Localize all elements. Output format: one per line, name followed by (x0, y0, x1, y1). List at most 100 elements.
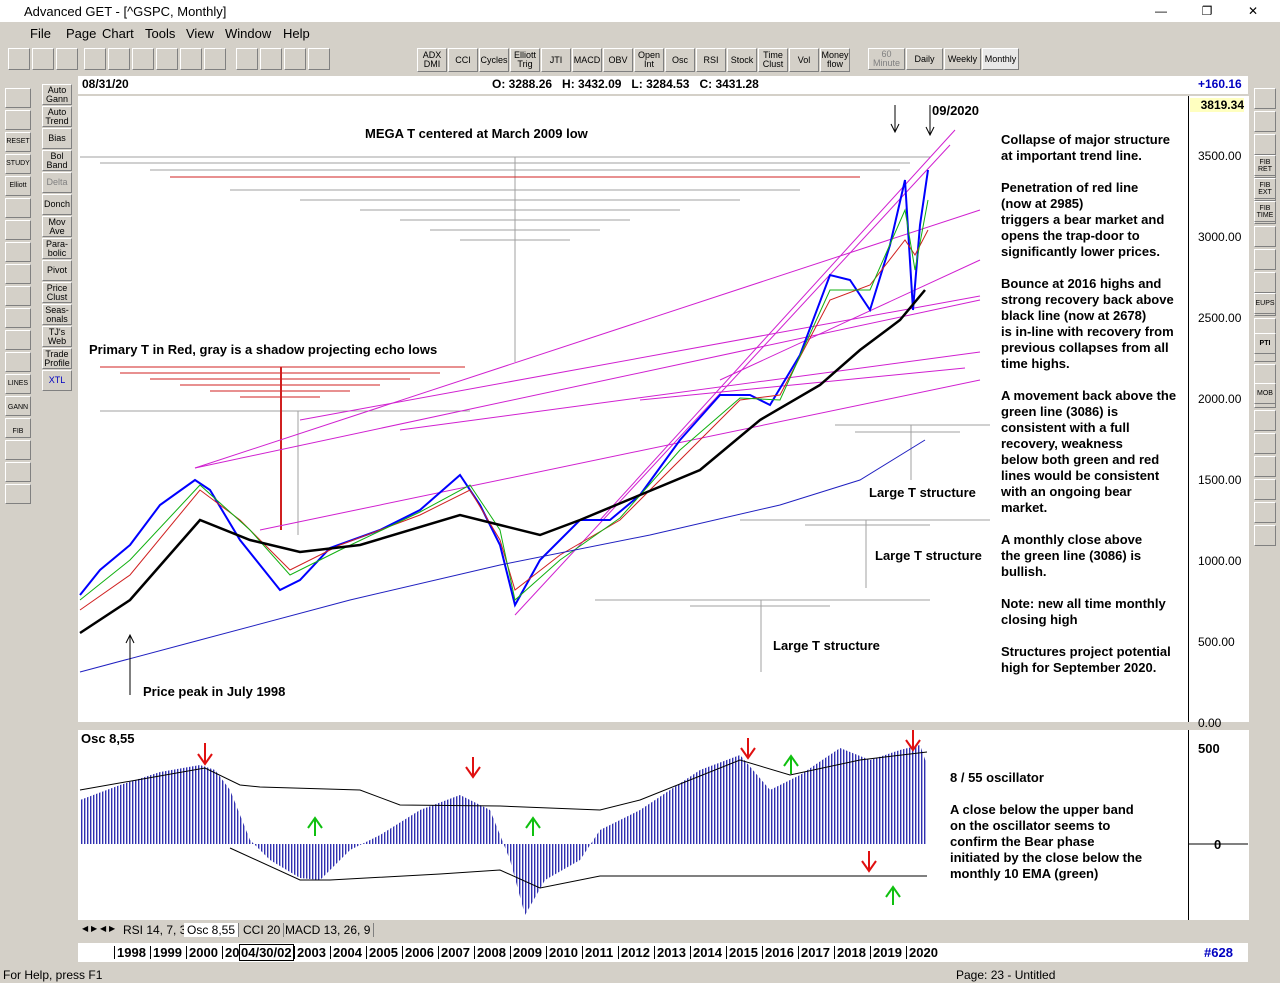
left-icon[interactable] (5, 374, 31, 394)
left-icon[interactable] (5, 154, 31, 174)
menu-item[interactable]: File (30, 26, 51, 41)
tool-icon[interactable] (204, 48, 226, 70)
study-button[interactable]: Money flow (820, 48, 850, 72)
left-icon[interactable] (5, 418, 31, 438)
left-tool[interactable]: Auto Trend (42, 106, 72, 127)
left-icon[interactable] (5, 264, 31, 284)
left-tool[interactable]: XTL (42, 370, 72, 391)
left-icon[interactable] (5, 308, 31, 328)
study-button[interactable]: Vol (789, 48, 819, 72)
period-button[interactable]: Weekly (944, 48, 981, 70)
left-icon[interactable] (5, 286, 31, 306)
left-icon[interactable] (5, 484, 31, 504)
tool-icon[interactable] (260, 48, 282, 70)
study-button[interactable]: Osc (665, 48, 695, 72)
tab-scroll[interactable]: ▶ (109, 924, 116, 933)
tool-icon[interactable] (156, 48, 178, 70)
tab[interactable]: RSI 14, 7, 3 (120, 923, 191, 937)
left-icon[interactable] (5, 352, 31, 372)
menu-item[interactable]: View (186, 26, 214, 41)
study-button[interactable]: Time Clust (758, 48, 788, 72)
tab-scroll[interactable]: ▶ (91, 924, 98, 933)
right-icon-label[interactable]: EUPS (1254, 293, 1276, 314)
right-icon[interactable] (1254, 479, 1276, 500)
right-icon[interactable] (1254, 272, 1276, 293)
period-button[interactable]: Monthly (982, 48, 1019, 70)
left-tool[interactable]: Bias (42, 128, 72, 149)
left-tool[interactable]: Auto Gann (42, 84, 72, 105)
right-icon-label[interactable]: FIB TIME (1254, 201, 1276, 222)
right-icon[interactable] (1254, 226, 1276, 247)
tool-icon[interactable] (32, 48, 54, 70)
study-button[interactable]: RSI (696, 48, 726, 72)
right-icon[interactable] (1254, 433, 1276, 454)
study-button[interactable]: OBV (603, 48, 633, 72)
study-button[interactable]: CCI (448, 48, 478, 72)
window-button[interactable]: ✕ (1232, 2, 1274, 20)
right-icon[interactable] (1254, 456, 1276, 477)
left-icon[interactable] (5, 110, 31, 130)
tool-icon[interactable] (108, 48, 130, 70)
left-tool[interactable]: Seas- onals (42, 304, 72, 325)
study-button[interactable]: Elliott Trig (510, 48, 540, 72)
menu-item[interactable]: Tools (145, 26, 176, 41)
study-button[interactable]: ADX DMI (417, 48, 447, 72)
tool-icon[interactable] (84, 48, 106, 70)
left-tool[interactable]: TJ's Web (42, 326, 72, 347)
left-tool[interactable]: Price Clust (42, 282, 72, 303)
left-icon[interactable] (5, 330, 31, 350)
right-icon[interactable] (1254, 364, 1276, 385)
tool-icon[interactable] (56, 48, 78, 70)
right-icon[interactable] (1254, 410, 1276, 431)
menu-item[interactable]: Help (283, 26, 310, 41)
tab-scroll[interactable]: ◀ (82, 924, 89, 933)
left-tool[interactable]: Donch (42, 194, 72, 215)
tool-icon[interactable] (180, 48, 202, 70)
tool-icon[interactable] (8, 48, 30, 70)
period-button[interactable]: 60 Minute (868, 48, 905, 70)
menu-item[interactable]: Window (225, 26, 272, 41)
right-icon-label[interactable]: MOB (1254, 383, 1276, 404)
tool-icon[interactable] (236, 48, 258, 70)
study-button[interactable]: MACD (572, 48, 602, 72)
right-icon[interactable] (1254, 111, 1276, 132)
right-icon-label[interactable]: FIB EXT (1254, 178, 1276, 199)
window-button[interactable]: — (1140, 2, 1182, 20)
tool-icon[interactable] (308, 48, 330, 70)
tab[interactable]: Osc 8,55 (184, 923, 240, 937)
left-icon[interactable] (5, 220, 31, 240)
left-tool[interactable]: Para- bolic (42, 238, 72, 259)
tab-scroll[interactable]: ◀ (100, 924, 107, 933)
left-tool[interactable]: Pivot (42, 260, 72, 281)
tool-icon[interactable] (284, 48, 306, 70)
left-icon[interactable] (5, 462, 31, 482)
menu-item[interactable]: Page (66, 26, 97, 41)
tool-icon[interactable] (132, 48, 154, 70)
tab[interactable]: MACD 13, 26, 9 (282, 923, 375, 937)
left-tool[interactable]: Delta (42, 172, 72, 193)
left-tool[interactable]: Trade Profile (42, 348, 72, 369)
right-icon[interactable] (1254, 249, 1276, 270)
left-icon[interactable] (5, 88, 31, 108)
right-icon-label[interactable]: PTI (1254, 333, 1276, 354)
right-icon[interactable] (1254, 525, 1276, 546)
left-icon[interactable] (5, 242, 31, 262)
tab[interactable]: CCI 20 (240, 923, 285, 937)
study-button[interactable]: Stock (727, 48, 757, 72)
left-icon[interactable] (5, 440, 31, 460)
right-icon[interactable] (1254, 88, 1276, 109)
window-button[interactable]: ❐ (1186, 2, 1228, 20)
study-button[interactable]: Open Int (634, 48, 664, 72)
left-icon[interactable] (5, 396, 31, 416)
period-button[interactable]: Daily (906, 48, 943, 70)
left-icon[interactable] (5, 132, 31, 152)
left-tool[interactable]: Mov Ave (42, 216, 72, 237)
study-button[interactable]: Cycles (479, 48, 509, 72)
right-icon[interactable] (1254, 134, 1276, 155)
study-button[interactable]: JTI (541, 48, 571, 72)
left-tool[interactable]: Bol Band (42, 150, 72, 171)
right-icon-label[interactable]: FIB RET (1254, 155, 1276, 176)
menu-item[interactable]: Chart (102, 26, 134, 41)
left-icon[interactable] (5, 198, 31, 218)
right-icon[interactable] (1254, 502, 1276, 523)
